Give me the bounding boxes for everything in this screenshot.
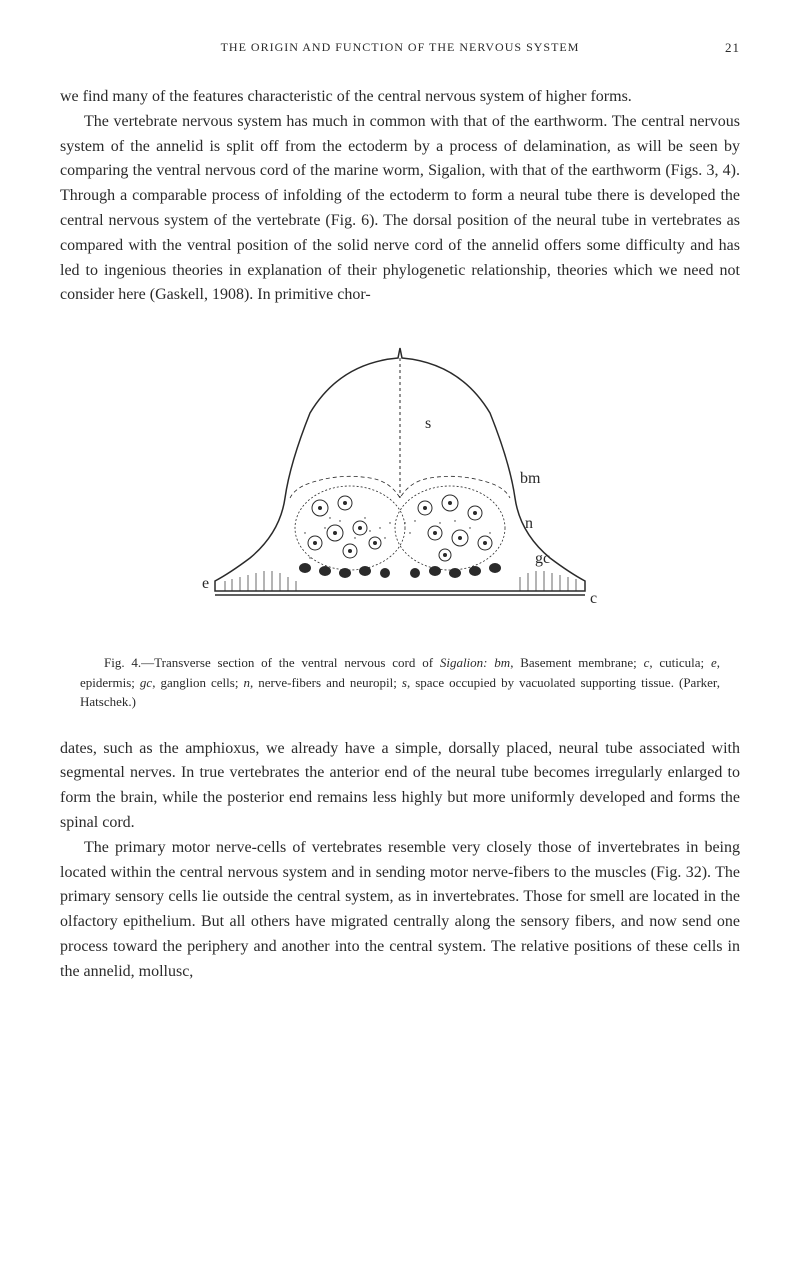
paragraph-4: The primary motor nerve-cells of vertebr… bbox=[60, 836, 740, 985]
figure-4: s bm n gc e c bbox=[60, 333, 740, 638]
caption-text: Fig. 4.—Transverse section of the ventra… bbox=[104, 655, 440, 670]
label-e: e bbox=[202, 575, 209, 592]
paragraph-1: we find many of the features characteris… bbox=[60, 85, 740, 110]
label-bm: bm bbox=[520, 470, 541, 487]
paragraph-2: The vertebrate nervous system has much i… bbox=[60, 110, 740, 308]
caption-text: , nerve-fibers and neuropil; bbox=[250, 675, 402, 690]
caption-text: , Basement mem­brane; bbox=[510, 655, 643, 670]
caption-text: , cuticula; bbox=[649, 655, 711, 670]
label-n: n bbox=[525, 515, 533, 532]
label-c: c bbox=[590, 590, 597, 607]
page-header: THE ORIGIN AND FUNCTION OF THE NERVOUS S… bbox=[60, 40, 740, 55]
caption-text: , ganglion cells; bbox=[152, 675, 243, 690]
page-number: 21 bbox=[725, 40, 740, 56]
header-title: THE ORIGIN AND FUNCTION OF THE NERVOUS S… bbox=[221, 40, 580, 55]
caption-italic: Sigalion: bm bbox=[440, 655, 510, 670]
figure-4-caption: Fig. 4.—Transverse section of the ventra… bbox=[80, 653, 720, 712]
caption-italic: gc bbox=[140, 675, 152, 690]
label-s: s bbox=[425, 415, 431, 432]
label-gc: gc bbox=[535, 550, 550, 567]
paragraph-3: dates, such as the amphioxus, we already… bbox=[60, 737, 740, 836]
figure-4-diagram: s bm n gc e c bbox=[190, 333, 610, 633]
